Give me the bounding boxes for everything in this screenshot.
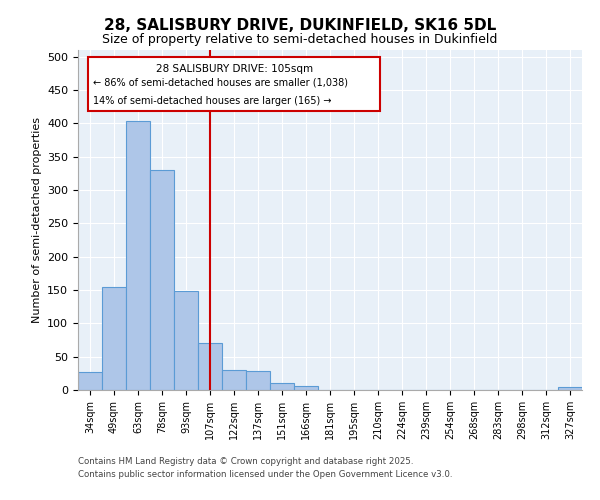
Bar [558, 388, 582, 390]
Bar [126, 122, 150, 390]
Text: 28 SALISBURY DRIVE: 105sqm: 28 SALISBURY DRIVE: 105sqm [155, 64, 313, 74]
FancyBboxPatch shape [88, 57, 380, 111]
Text: Size of property relative to semi-detached houses in Dukinfield: Size of property relative to semi-detach… [103, 32, 497, 46]
Bar [294, 386, 318, 390]
Bar [222, 370, 246, 390]
Bar [246, 370, 270, 390]
Bar [102, 288, 126, 390]
Bar [198, 344, 222, 390]
Text: ← 86% of semi-detached houses are smaller (1,038): ← 86% of semi-detached houses are smalle… [93, 78, 348, 88]
Bar [270, 384, 294, 390]
Text: Contains public sector information licensed under the Open Government Licence v3: Contains public sector information licen… [78, 470, 452, 479]
Text: 28, SALISBURY DRIVE, DUKINFIELD, SK16 5DL: 28, SALISBURY DRIVE, DUKINFIELD, SK16 5D… [104, 18, 496, 32]
Bar [174, 290, 198, 390]
Text: Contains HM Land Registry data © Crown copyright and database right 2025.: Contains HM Land Registry data © Crown c… [78, 458, 413, 466]
Y-axis label: Number of semi-detached properties: Number of semi-detached properties [32, 117, 41, 323]
Bar [150, 170, 174, 390]
Bar [78, 372, 102, 390]
Text: 14% of semi-detached houses are larger (165) →: 14% of semi-detached houses are larger (… [93, 96, 332, 106]
